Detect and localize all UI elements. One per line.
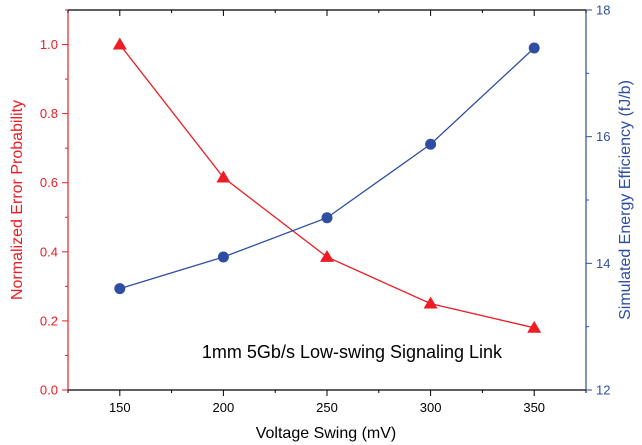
series-error-line bbox=[119, 44, 535, 329]
energy-point bbox=[114, 283, 126, 295]
error-point bbox=[527, 320, 542, 333]
energy-point bbox=[217, 251, 229, 263]
error-point bbox=[112, 37, 127, 50]
y-right-tick-label: 12 bbox=[596, 383, 610, 398]
error-point bbox=[320, 250, 334, 262]
energy-point bbox=[425, 138, 437, 150]
series bbox=[112, 37, 542, 333]
y-left-tick-label: 0.6 bbox=[40, 175, 58, 190]
y-axis-left-label: Normalized Error Probability bbox=[9, 100, 26, 300]
y-right-tick-label: 16 bbox=[596, 129, 610, 144]
y-left-tick-label: 0.8 bbox=[40, 106, 58, 121]
x-tick-label: 300 bbox=[420, 400, 442, 415]
y-axis-right-label: Simulated Energy Efficiency (fJ/b) bbox=[617, 80, 634, 320]
y-right-tick-label: 18 bbox=[596, 3, 610, 18]
energy-point bbox=[321, 212, 333, 224]
y-left-tick-label: 0.2 bbox=[40, 313, 58, 328]
axes bbox=[67, 9, 587, 391]
y-left-tick-label: 1.0 bbox=[40, 37, 58, 52]
ticks: 150 200 250 300 350 0.0 0.2 0.4 0.6 0.8 1.0 12 14 16 1… bbox=[40, 3, 611, 416]
x-tick-label: 250 bbox=[316, 400, 338, 415]
chart-annotation: 1mm 5Gb/s Low-swing Signaling Link bbox=[202, 342, 503, 362]
energy-point bbox=[528, 42, 540, 54]
y-left-tick-label: 0.0 bbox=[40, 383, 58, 398]
x-axis-label: Voltage Swing (mV) bbox=[256, 425, 397, 442]
x-tick-label: 150 bbox=[109, 400, 131, 415]
error-point bbox=[423, 296, 438, 309]
error-point bbox=[216, 170, 231, 183]
y-left-tick-label: 0.4 bbox=[40, 244, 58, 259]
x-tick-label: 350 bbox=[523, 400, 545, 415]
y-right-tick-label: 14 bbox=[596, 256, 610, 271]
x-tick-label: 200 bbox=[213, 400, 235, 415]
